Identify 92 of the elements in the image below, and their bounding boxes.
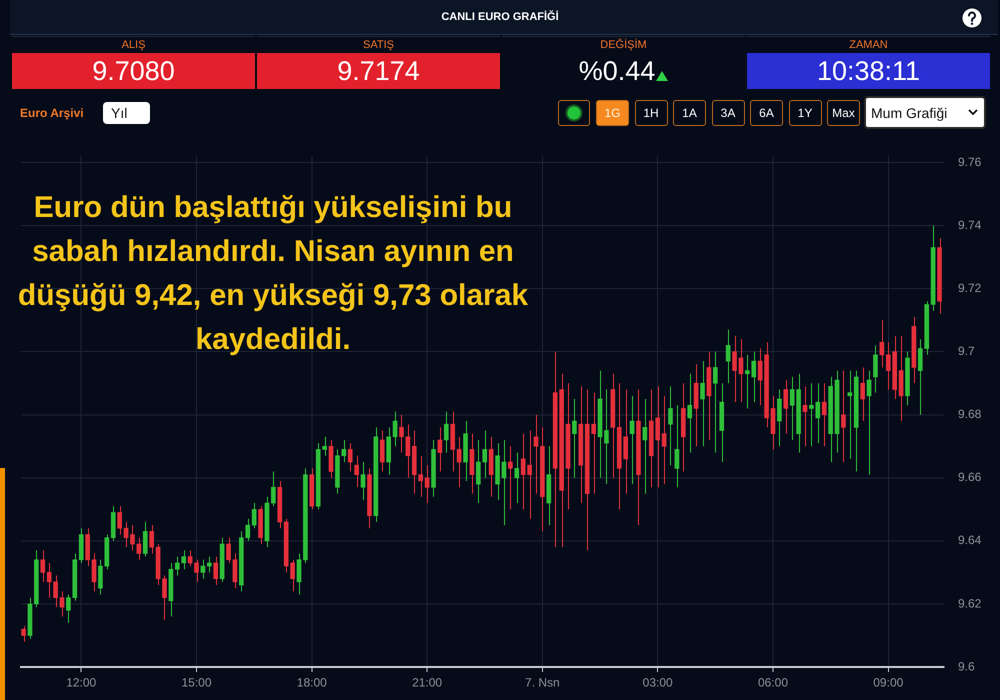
button: 1G: [596, 100, 629, 126]
x-tick-label: 12:00: [66, 676, 97, 690]
candlestick: [456, 436, 462, 488]
candlestick: [380, 430, 385, 472]
button: 1Y: [788, 100, 822, 126]
x-tick-label: 15:00: [181, 676, 212, 690]
dropdown: Mum Grafiği: [864, 96, 986, 129]
text: 9.7174: [337, 56, 420, 86]
candlestick: [213, 556, 218, 586]
text: ALIŞ: [122, 39, 146, 51]
candlestick: [802, 386, 808, 447]
candlestick: [482, 430, 488, 478]
candlestick: [841, 370, 846, 463]
x-tick-label: 7. Nsn: [525, 676, 560, 690]
candlestick: [815, 382, 820, 444]
candlestick: [181, 550, 186, 570]
candlestick: [21, 626, 26, 642]
candlestick: [290, 559, 295, 592]
candlestick: [46, 562, 52, 598]
candlestick: [713, 351, 718, 454]
candlestick: [668, 386, 673, 466]
x-tick-label: 21:00: [412, 676, 442, 690]
y-tick-label: 9.68: [958, 407, 982, 422]
candlestick: [438, 426, 442, 472]
select-field: Yıl: [103, 102, 150, 124]
text: DEĞİŞİM: [600, 39, 647, 51]
candlestick: [674, 404, 680, 488]
candlestick: [508, 446, 513, 510]
candlestick: [866, 370, 872, 476]
y-tick-label: 9.76: [958, 154, 982, 169]
candlestick: [783, 380, 788, 434]
candlestick: [245, 518, 250, 542]
text: 9.7080: [92, 56, 175, 86]
y-tick-label: 9.74: [958, 218, 982, 232]
candlestick: [790, 376, 795, 440]
candlestick: [591, 392, 596, 494]
button: 1A: [673, 100, 706, 126]
candlestick: [777, 389, 782, 447]
candlestick: [444, 411, 449, 454]
y-tick-label: 9.64: [958, 533, 982, 548]
annotation: Euro dün başlattığı yükselişini bu sabah hızlandırdı. Nisan ayının en düşüğü 9,42, en yükseği 9,73 olarak kaydedildi.: [16, 190, 530, 358]
candlestick: [354, 455, 359, 488]
button: 1H: [634, 100, 668, 126]
candlestick: [418, 455, 424, 498]
candlestick: [873, 344, 878, 394]
candlestick: [66, 594, 71, 624]
y-tick-label: 9.72: [958, 280, 982, 295]
candlestick: [860, 366, 865, 422]
y-tick-label: 9.7: [958, 344, 976, 358]
candlestick: [360, 462, 366, 500]
candlestick: [687, 373, 692, 454]
candlestick: [918, 338, 923, 416]
candlestick: [630, 395, 634, 485]
candlestick: [726, 329, 730, 384]
y-tick-label: 9.6: [958, 659, 976, 674]
candlestick: [348, 442, 353, 472]
text: ZAMAN: [849, 39, 888, 51]
candlestick: [476, 439, 481, 504]
candlestick: [886, 342, 891, 390]
x-tick-label: 03:00: [642, 676, 674, 690]
x-tick-label: 06:00: [758, 676, 788, 690]
candlestick: [662, 395, 666, 485]
candlestick: [200, 559, 206, 580]
text: SATIŞ: [363, 39, 394, 51]
chart-title: CANLI EURO GRAFİĞİ: [441, 11, 559, 23]
candlestick: [642, 398, 648, 494]
candlestick: [252, 502, 256, 529]
button: 6A: [750, 100, 783, 126]
candlestick: [206, 556, 212, 573]
candlestick: [514, 452, 520, 504]
text: 10:38:11: [816, 56, 920, 86]
text: %0.44: [578, 56, 656, 86]
button: 3A: [712, 100, 744, 126]
candlestick: [322, 436, 327, 456]
candlestick: [424, 464, 430, 504]
candlestick: [809, 382, 814, 447]
y-tick-label: 9.66: [958, 470, 982, 484]
y-tick-label: 9.62: [958, 596, 982, 610]
candlestick: [751, 351, 756, 403]
candlestick: [623, 389, 628, 494]
candlestick: [880, 320, 884, 368]
button: Max: [827, 100, 860, 126]
x-tick-label: 09:00: [873, 676, 904, 690]
x-tick-label: 18:00: [296, 676, 328, 690]
text: Euro Arşivi: [20, 106, 84, 120]
candlestick: [40, 550, 46, 582]
candlestick: [822, 382, 827, 447]
candlestick: [655, 386, 660, 488]
candlestick: [142, 521, 148, 558]
candlestick: [174, 556, 180, 576]
candlestick: [700, 360, 705, 447]
candlestick: [572, 398, 577, 478]
